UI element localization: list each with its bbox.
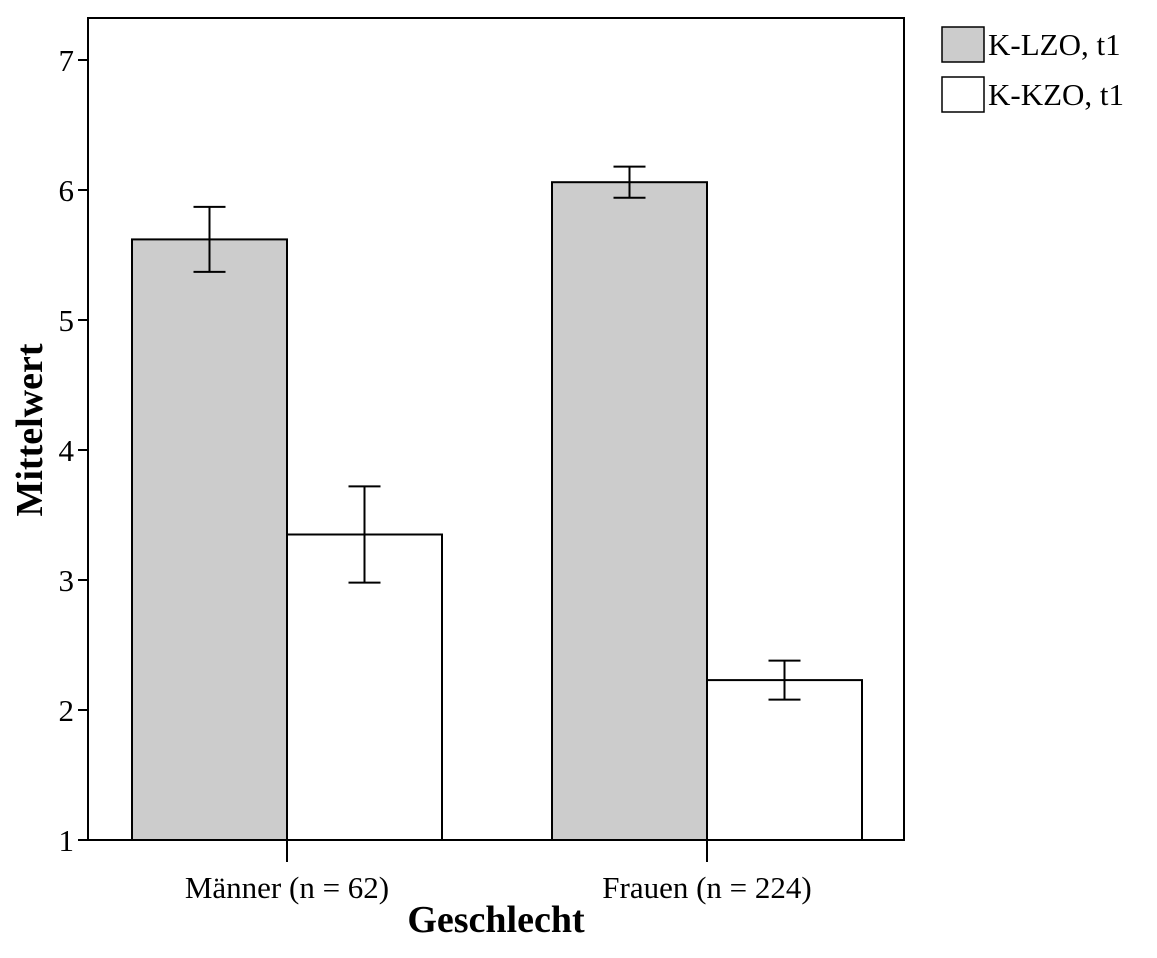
y-axis: 1 2 3 4 5 6 7 [59, 43, 88, 858]
y-tick-label-2: 2 [59, 693, 75, 728]
legend-swatch-1 [941, 76, 985, 113]
plot-frame [87, 17, 905, 841]
error-bars-layer [193, 165, 801, 701]
legend-label-1: K-KZO, t1 [988, 77, 1124, 112]
y-tick-label-3: 3 [59, 563, 75, 598]
x-tick-label-0: Männer (n = 62) [185, 870, 389, 905]
x-axis-title: Geschlecht [407, 899, 585, 941]
y-tick-label-6: 6 [59, 173, 75, 208]
x-tick-label-1: Frauen (n = 224) [602, 870, 811, 905]
y-tick-label-7: 7 [59, 43, 75, 78]
y-axis-title: Mittelwert [9, 343, 51, 516]
legend: K-LZO, t1 K-KZO, t1 [941, 26, 1124, 113]
y-tick-label-1: 1 [59, 823, 75, 858]
legend-label-0: K-LZO, t1 [988, 27, 1121, 62]
bars-layer [131, 181, 863, 841]
bar-0-0 [131, 238, 288, 841]
y-tick-label-5: 5 [59, 303, 75, 338]
bar-1-0 [551, 181, 708, 841]
y-tick-label-4: 4 [59, 433, 75, 468]
bar-1-1 [706, 679, 863, 841]
x-axis: Männer (n = 62) Frauen (n = 224) [185, 832, 812, 905]
legend-swatch-0 [941, 26, 985, 63]
